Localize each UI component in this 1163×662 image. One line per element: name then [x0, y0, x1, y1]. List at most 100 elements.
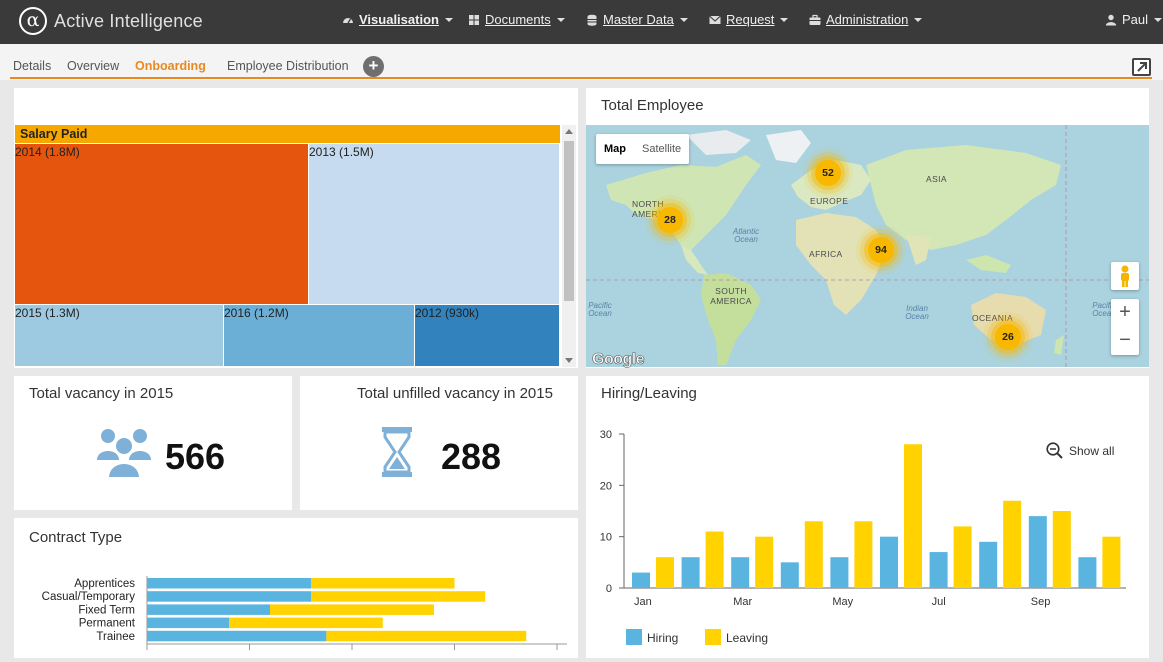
nav-master-data[interactable]: Master Data [586, 12, 688, 27]
kpi-unfilled-title: Total unfilled vacancy in 2015 [357, 385, 553, 402]
legend-swatch-hiring[interactable] [626, 629, 642, 645]
map-cluster-north-america[interactable]: 28 [657, 207, 683, 233]
tab-employee-distribution[interactable]: Employee Distribution [227, 59, 349, 73]
zoom-in-button[interactable]: + [1119, 301, 1131, 323]
nav-administration[interactable]: Administration [809, 12, 923, 27]
brand-name[interactable]: Active Intelligence [54, 11, 203, 31]
chevron-down-icon [1154, 17, 1163, 22]
kpi-unfilled-value: 288 [441, 436, 502, 477]
hiring-bar-leaving[interactable] [854, 521, 873, 588]
legend-label-leaving[interactable]: Leaving [726, 631, 769, 645]
chevron-down-icon [914, 17, 923, 22]
hiring-bar-hiring[interactable] [780, 562, 799, 588]
logo-icon[interactable]: α [19, 7, 47, 35]
google-logo[interactable]: Google [592, 351, 645, 369]
export-icon[interactable] [1132, 58, 1151, 76]
hiring-bar-leaving[interactable] [1052, 511, 1071, 588]
hiring-bar-hiring[interactable] [681, 557, 700, 588]
contract-bar-segment[interactable] [311, 578, 455, 589]
map-cluster-europe[interactable]: 52 [815, 160, 841, 186]
map-type-satellite[interactable]: Satellite [642, 143, 682, 155]
hiring-y-tick-label: 0 [606, 583, 612, 595]
hiring-y-tick-label: 10 [600, 532, 612, 544]
hiring-bar-hiring[interactable] [1078, 557, 1097, 588]
contract-bar-segment[interactable] [229, 617, 383, 629]
dashboard-icon [343, 17, 353, 23]
hiring-bar-hiring[interactable] [632, 572, 650, 588]
map-cluster-oceania[interactable]: 26 [995, 324, 1021, 350]
hiring-bar-leaving[interactable] [705, 531, 724, 588]
hiring-bar-leaving[interactable] [755, 536, 774, 588]
hiring-bar-hiring[interactable] [929, 552, 948, 588]
tab-details[interactable]: Details [13, 59, 52, 73]
contract-bar-segment[interactable] [311, 591, 486, 602]
hiring-x-tick-label: Sep [1031, 596, 1051, 608]
hiring-bar-leaving[interactable] [656, 557, 674, 588]
chevron-down-icon [780, 17, 789, 22]
pegman-icon [1121, 265, 1129, 287]
treemap-scroll-thumb[interactable] [564, 141, 574, 301]
treemap-header[interactable]: Salary Paid [15, 125, 560, 143]
chevron-down-icon [444, 17, 453, 22]
hiring-bar-hiring[interactable] [1028, 516, 1047, 588]
map-label-south-america: SOUTH AMERICA [710, 286, 752, 306]
world-map[interactable] [586, 125, 1149, 367]
hiring-bar-hiring[interactable] [880, 536, 898, 588]
ocean-label-pacific-east: Pacific Ocean [1092, 301, 1116, 318]
zoom-out-button[interactable]: − [1119, 329, 1131, 351]
contract-bar-segment[interactable] [147, 630, 327, 642]
legend-swatch-leaving[interactable] [705, 629, 721, 645]
contract-bar-segment[interactable] [147, 591, 311, 602]
treemap-cell[interactable]: 2016 (1.2M) [224, 305, 415, 367]
hiring-bar-hiring[interactable] [830, 557, 849, 588]
contract-bar-segment[interactable] [147, 604, 270, 615]
legend-label-hiring[interactable]: Hiring [647, 631, 679, 645]
tab-onboarding[interactable]: Onboarding [135, 59, 206, 73]
hiring-bar-leaving[interactable] [804, 521, 823, 588]
nav-label: Request [726, 12, 775, 27]
tab-strip [0, 44, 1163, 80]
database-icon [587, 14, 597, 26]
user-menu[interactable]: Paul [1105, 12, 1163, 27]
treemap-cell-label: 2013 (1.5M) [309, 145, 374, 159]
map-cluster-asia[interactable]: 94 [868, 237, 894, 263]
map-title: Total Employee [601, 97, 704, 114]
hiring-bar-hiring[interactable] [731, 557, 750, 588]
street-view-pegman[interactable] [1111, 262, 1139, 290]
nav-documents[interactable]: Documents [468, 12, 565, 27]
hourglass-icon [382, 427, 412, 477]
treemap-cell[interactable]: 2015 (1.3M) [15, 305, 224, 367]
nav-request[interactable]: Request [709, 12, 789, 27]
contract-bar-segment[interactable] [147, 578, 311, 589]
add-tab-button[interactable]: + [363, 56, 384, 77]
contract-bar-segment[interactable] [326, 630, 527, 642]
contract-bar-segment[interactable] [270, 604, 434, 615]
user-name: Paul [1122, 12, 1149, 27]
hiring-bar-leaving[interactable] [1102, 536, 1121, 588]
hiring-bar-leaving[interactable] [904, 444, 922, 588]
hiring-bar-hiring[interactable] [979, 541, 998, 588]
hiring-x-tick-label: May [832, 596, 853, 608]
hiring-bar-leaving[interactable] [953, 526, 972, 588]
tab-overview[interactable]: Overview [67, 59, 120, 73]
treemap-cell[interactable]: 2012 (930k) [415, 305, 560, 367]
treemap-cell[interactable]: 2013 (1.5M) [309, 144, 560, 305]
hiring-chart[interactable]: 0 10 20 30 Jan Mar May Jul Sep [586, 420, 1149, 620]
contract-category-label: Fixed Term [78, 604, 135, 616]
nav-label: Documents [485, 12, 551, 27]
map-label-asia: ASIA [926, 174, 947, 184]
google-attribution: Google [592, 351, 645, 369]
zoom-out-magnifier-icon [1046, 442, 1063, 459]
scroll-up-icon[interactable] [565, 129, 573, 134]
kpi-vacancy-panel [14, 376, 292, 510]
hiring-y-tick-label: 30 [600, 429, 612, 441]
hiring-bar-leaving[interactable] [1003, 500, 1022, 588]
contract-bar-segment[interactable] [147, 617, 229, 629]
nav-visualisation[interactable]: Visualisation [342, 12, 453, 27]
hiring-x-tick-label: Jul [932, 596, 946, 608]
treemap-cell[interactable]: 2014 (1.8M) [15, 144, 309, 305]
show-all-button[interactable]: Show all [1046, 442, 1114, 459]
map-type-map[interactable]: Map [604, 143, 626, 155]
scroll-down-icon[interactable] [565, 358, 573, 363]
